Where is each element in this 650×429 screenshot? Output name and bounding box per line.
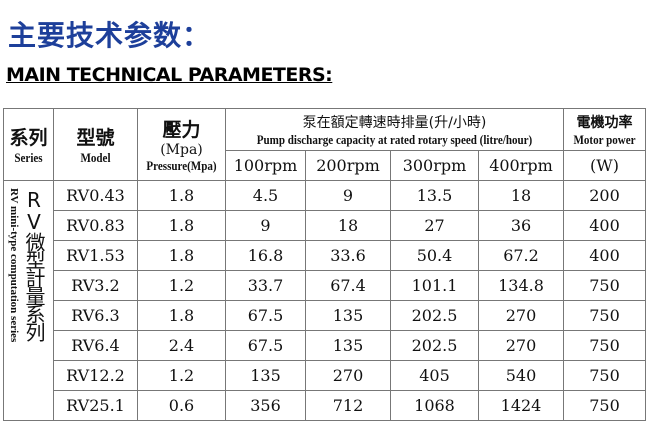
table-cell: 101.1 (390, 270, 479, 301)
table-row: RV3.2 1.2 33.7 67.4 101.1 134.8 750 (4, 270, 646, 301)
series-en: RV mini-type computation series (8, 188, 20, 343)
table-cell: 270 (478, 330, 564, 361)
header-300rpm: 300rpm (390, 150, 479, 181)
table-cell: 1.8 (137, 300, 226, 331)
header-pressure: 壓力 (Mpa) Pressure(Mpa) (137, 108, 226, 181)
header-400rpm: 400rpm (478, 150, 564, 181)
table-cell: 67.5 (225, 300, 306, 331)
page-title-en: MAIN TECHNICAL PARAMETERS: (6, 64, 333, 86)
table-cell: 13.5 (390, 180, 479, 211)
table-cell: RV3.2 (53, 270, 138, 301)
table-cell: RV6.3 (53, 300, 138, 331)
table-cell: 135 (305, 300, 391, 331)
table-cell: 1.8 (137, 240, 226, 271)
table-cell: 0.6 (137, 390, 226, 421)
table-cell: 400 (563, 210, 646, 241)
table-row: RV0.83 1.8 9 18 27 36 400 (4, 210, 646, 241)
table-cell: 33.7 (225, 270, 306, 301)
table-cell: 356 (225, 390, 306, 421)
table-cell: 27 (390, 210, 479, 241)
table-cell: 1.8 (137, 210, 226, 241)
table-cell: 750 (563, 270, 646, 301)
table-cell: 36 (478, 210, 564, 241)
table-cell: RV1.53 (53, 240, 138, 271)
table-row: RV6.3 1.8 67.5 135 202.5 270 750 (4, 300, 646, 331)
table-cell: 200 (563, 180, 646, 211)
table-cell: 400 (563, 240, 646, 271)
table-row: RV mini-type computation series RV微型計量系列 R… (3, 180, 646, 421)
table-cell: 750 (563, 390, 646, 421)
table-row: RV12.2 1.2 135 270 405 540 750 (4, 360, 646, 391)
table-cell: 540 (478, 360, 564, 391)
parameters-table: 系列 Series 型號 Model 壓力 (Mpa) Pressure(Mpa) 泵在… (3, 108, 646, 421)
table-cell: 270 (478, 300, 564, 331)
table-cell: 50.4 (390, 240, 479, 271)
table-cell: 134.8 (478, 270, 564, 301)
table-cell: RV0.83 (53, 210, 138, 241)
table-row: RV1.53 1.8 16.8 33.6 50.4 67.2 400 (4, 240, 646, 271)
header-100rpm: 100rpm (225, 150, 306, 181)
table-cell: 202.5 (390, 330, 479, 361)
header-power: 電機功率 Motor power (563, 108, 646, 151)
table-cell: 1.8 (137, 180, 226, 211)
table-cell: 16.8 (225, 240, 306, 271)
table-cell: 1068 (390, 390, 479, 421)
table-cell: 67.4 (305, 270, 391, 301)
table-cell: 135 (305, 330, 391, 361)
table-cell: 405 (390, 360, 479, 391)
table-cell: 135 (225, 360, 306, 391)
header-series: 系列 Series (3, 108, 54, 181)
header-200rpm: 200rpm (305, 150, 391, 181)
table-cell: 67.5 (225, 330, 306, 361)
table-cell: 712 (305, 390, 391, 421)
table-cell: 67.2 (478, 240, 564, 271)
table-cell: 750 (563, 360, 646, 391)
table-cell: 202.5 (390, 300, 479, 331)
header-power-unit: (W) (563, 150, 646, 181)
table-row: RV6.4 2.4 67.5 135 202.5 270 750 (4, 330, 646, 361)
table-cell: 9 (305, 180, 391, 211)
table-row: RV25.1 0.6 356 712 1068 1424 750 (4, 390, 646, 421)
table-cell: 18 (478, 180, 564, 211)
table-cell: 4.5 (225, 180, 306, 211)
header-capacity: 泵在額定轉速時排量(升/小時) Pump discharge capacity a… (225, 108, 564, 151)
header-model: 型號 Model (53, 108, 138, 181)
table-cell: 1424 (478, 390, 564, 421)
table-cell: 1.2 (137, 360, 226, 391)
table-cell: 1.2 (137, 270, 226, 301)
table-cell: RV12.2 (53, 360, 138, 391)
table-cell: RV0.43 (53, 180, 138, 211)
table-cell: 750 (563, 300, 646, 331)
table-cell: 9 (225, 210, 306, 241)
table-cell: RV6.4 (53, 330, 138, 361)
table-cell: 33.6 (305, 240, 391, 271)
page-title-cn: 主要技术参数： (8, 19, 212, 52)
table-cell: 2.4 (137, 330, 226, 361)
table-cell: 18 (305, 210, 391, 241)
table-cell: 270 (305, 360, 391, 391)
table-cell: RV25.1 (53, 390, 138, 421)
series-cn: RV微型計量系列 (22, 188, 46, 340)
table-cell: 750 (563, 330, 646, 361)
series-cell: RV mini-type computation series RV微型計量系列 (3, 180, 54, 421)
